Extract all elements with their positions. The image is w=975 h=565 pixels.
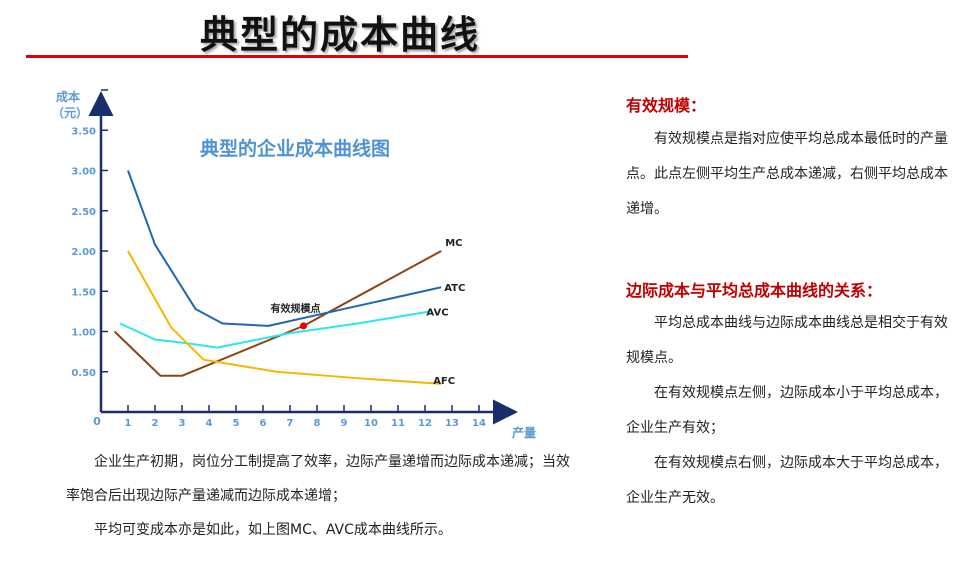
y-tick-label: 3.00: [71, 167, 96, 178]
y-axis-label-currency: （元）: [52, 105, 88, 120]
efficient-scale-point: [300, 322, 307, 330]
left-paragraph-2: 平均可变成本亦是如此，如上图MC、AVC成本曲线所示。: [94, 522, 452, 538]
cost-curve-chart: 成本 （元） 典型的企业成本曲线图 产量 0 1 2 3 4 5 6 7 8 9 10 11 12 13…: [40, 85, 570, 445]
title-divider: [26, 55, 688, 58]
x-tick-label: 11: [391, 418, 405, 429]
y-tick-label: 2.50: [71, 207, 96, 218]
y-axis-label-unit: 成本: [56, 89, 80, 104]
y-tick-label: 2.00: [71, 247, 96, 258]
series-line-atc: [127, 170, 442, 327]
relation-paragraph-1: 平均总成本曲线与边际成本曲线总是相交于有效规模点。: [626, 315, 948, 366]
relation-paragraph-3: 在有效规模点右侧，边际成本大于平均总成本，企业生产无效。: [626, 455, 948, 506]
origin-label: 0: [93, 415, 101, 428]
series-label-mc: MC: [445, 238, 462, 249]
x-tick-label: 1: [125, 418, 132, 429]
x-tick-label: 10: [364, 418, 378, 429]
efficient-scale-paragraph: 有效规模点是指对应使平均总成本最低时的产量点。此点左侧平均生产总成本递减，右侧平…: [626, 131, 948, 217]
x-tick-label: 4: [206, 418, 213, 429]
left-explanation: 企业生产初期，岗位分工制提高了效率，边际产量递增而边际成本递减；当效率饱合后出现…: [66, 445, 571, 547]
y-tick-label: 1.50: [71, 287, 96, 298]
x-tick-label: 9: [341, 418, 348, 429]
x-tick-label: 2: [152, 418, 159, 429]
x-tick-label: 5: [233, 418, 240, 429]
mc-atc-relation-heading: 边际成本与平均总成本曲线的关系：: [626, 281, 883, 300]
efficient-scale-annotation: 有效规模点: [271, 302, 321, 315]
x-tick-label: 8: [314, 418, 321, 429]
series-label-afc: AFC: [433, 376, 455, 387]
chart-svg: 成本 （元） 典型的企业成本曲线图 产量 0 1 2 3 4 5 6 7 8 9 10 11 12 13…: [52, 89, 536, 440]
efficient-scale-body: 有效规模点是指对应使平均总成本最低时的产量点。此点左侧平均生产总成本递减，右侧平…: [626, 122, 956, 227]
x-tick-label: 7: [287, 418, 294, 429]
series-line-avc: [119, 310, 431, 349]
y-tick-label: 0.50: [71, 368, 96, 379]
series-label-atc: ATC: [444, 283, 465, 294]
x-tick-label: 12: [418, 418, 432, 429]
mc-atc-relation-body: 平均总成本曲线与边际成本曲线总是相交于有效规模点。 在有效规模点左侧，边际成本小…: [626, 306, 956, 516]
series-line-afc: [127, 250, 442, 385]
x-tick-label: 6: [260, 418, 267, 429]
x-axis-label: 产量: [512, 425, 536, 440]
x-tick-label: 3: [179, 418, 186, 429]
x-tick-label: 14: [472, 418, 486, 429]
series-label-avc: AVC: [426, 307, 448, 318]
y-tick-label: 1.00: [71, 328, 96, 339]
y-tick-label: 3.50: [71, 126, 96, 137]
left-paragraph-1: 企业生产初期，岗位分工制提高了效率，边际产量递增而边际成本递减；当效率饱合后出现…: [66, 454, 570, 504]
x-tick-label: 13: [445, 418, 459, 429]
efficient-scale-heading: 有效规模：: [626, 96, 707, 115]
relation-paragraph-2: 在有效规模点左侧，边际成本小于平均总成本，企业生产有效；: [626, 385, 948, 436]
chart-title: 典型的企业成本曲线图: [200, 137, 390, 160]
series-line-mc: [113, 250, 442, 377]
page-title: 典型的成本曲线: [200, 13, 481, 57]
